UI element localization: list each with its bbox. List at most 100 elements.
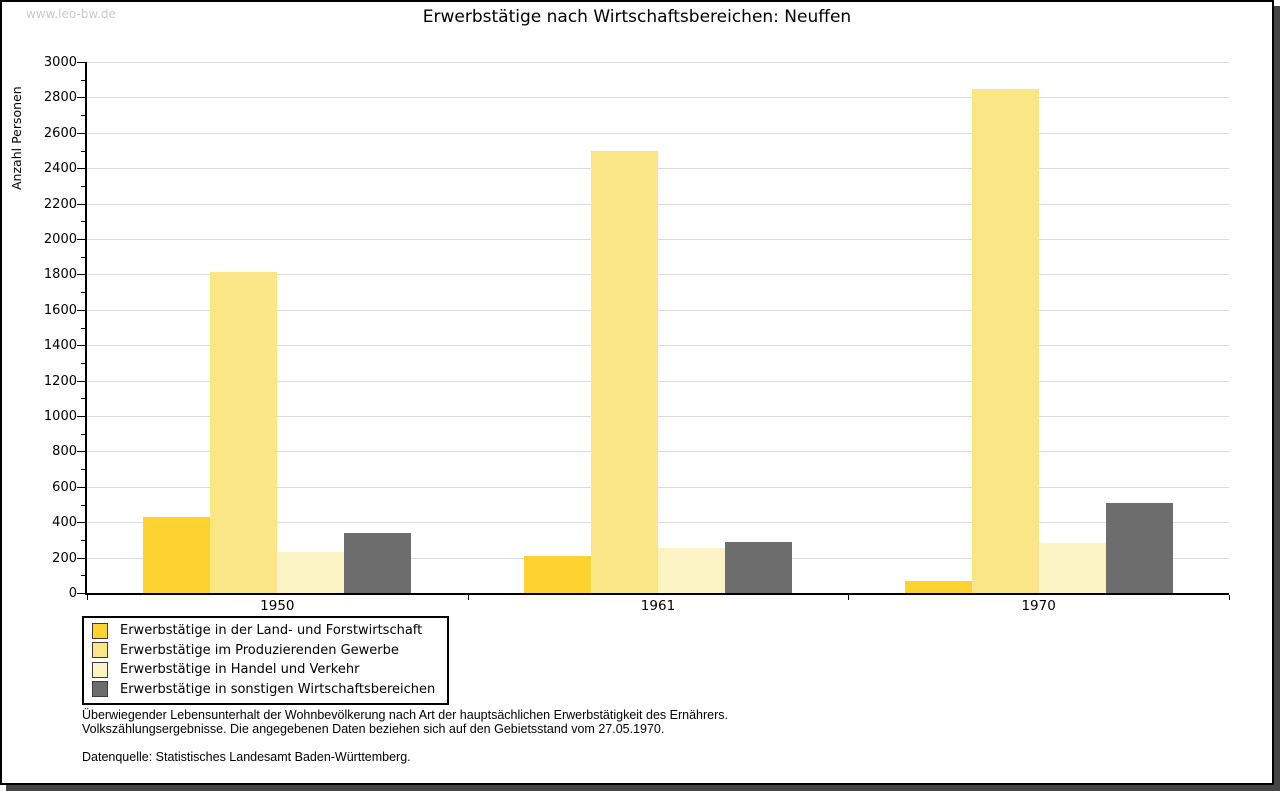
y-tick-major bbox=[77, 486, 85, 488]
watermark: www.leo-bw.de bbox=[26, 7, 116, 21]
data-source: Datenquelle: Statistisches Landesamt Bad… bbox=[82, 750, 411, 764]
bar bbox=[657, 547, 725, 593]
x-axis-line bbox=[85, 593, 1229, 595]
y-tick-label: 800 bbox=[52, 444, 77, 460]
y-tick-major bbox=[77, 274, 85, 276]
y-tick-minor bbox=[81, 469, 85, 471]
bar bbox=[210, 271, 278, 593]
bar-group bbox=[87, 62, 468, 593]
y-tick-label: 600 bbox=[52, 479, 77, 495]
y-tick-major bbox=[77, 557, 85, 559]
gridline bbox=[87, 416, 1229, 417]
chart-title: Erwerbstätige nach Wirtschaftsbereichen:… bbox=[422, 7, 852, 27]
y-tick-label: 0 bbox=[68, 586, 77, 601]
y-tick-major bbox=[77, 132, 85, 134]
gridline bbox=[87, 168, 1229, 170]
y-tick-major bbox=[77, 380, 85, 382]
y-tick-minor bbox=[81, 504, 85, 506]
x-tick bbox=[1229, 595, 1230, 600]
x-tick bbox=[467, 595, 469, 600]
x-tick bbox=[87, 595, 88, 600]
y-tick-minor bbox=[81, 398, 85, 400]
gridline bbox=[87, 522, 1229, 524]
y-tick-minor bbox=[81, 433, 85, 435]
bar bbox=[971, 88, 1039, 593]
y-tick-major bbox=[77, 62, 85, 63]
y-tick-label: 2200 bbox=[43, 196, 77, 212]
bar bbox=[523, 555, 591, 593]
plot-area: 0 200 400 600 800 1000 1200 1400 1600 1800 2000 220… bbox=[44, 55, 1230, 601]
y-tick-minor bbox=[81, 221, 85, 223]
y-axis-line bbox=[85, 62, 87, 595]
legend-item: Erwerbstätige in der Land- und Forstwirt… bbox=[84, 621, 447, 641]
y-tick-minor bbox=[81, 575, 85, 577]
y-tick-minor bbox=[81, 79, 85, 81]
bar bbox=[1038, 542, 1106, 593]
x-axis-label: 1970 bbox=[1021, 598, 1056, 614]
y-tick-minor bbox=[81, 362, 85, 364]
legend-item: Erwerbstätige in Handel und Verkehr bbox=[84, 660, 447, 680]
y-tick-label: 200 bbox=[52, 550, 77, 566]
y-tick-major bbox=[77, 522, 85, 524]
bar bbox=[1105, 502, 1173, 593]
gridline bbox=[87, 62, 1229, 63]
y-tick-label: 2000 bbox=[43, 232, 77, 247]
y-tick-label: 1800 bbox=[43, 267, 77, 283]
gridline bbox=[87, 97, 1229, 99]
gridline bbox=[87, 309, 1229, 311]
gridline bbox=[87, 380, 1229, 382]
gridline bbox=[87, 203, 1229, 205]
y-tick-major bbox=[77, 451, 85, 453]
legend-label: Erwerbstätige in Handel und Verkehr bbox=[120, 662, 360, 678]
y-tick-label: 2600 bbox=[43, 125, 77, 141]
y-tick-label: 3000 bbox=[43, 55, 77, 70]
legend-item: Erwerbstätige in sonstigen Wirtschaftsbe… bbox=[84, 680, 447, 700]
y-tick-minor bbox=[81, 292, 85, 294]
legend-label: Erwerbstätige in sonstigen Wirtschaftsbe… bbox=[120, 681, 436, 697]
legend-label: Erwerbstätige im Produzierenden Gewerbe bbox=[120, 642, 399, 658]
bar bbox=[344, 532, 412, 593]
footnote-line-1: Überwiegender Lebensunterhalt der Wohnbe… bbox=[82, 708, 728, 722]
y-tick-major bbox=[77, 309, 85, 311]
bar bbox=[590, 150, 658, 593]
legend-swatch bbox=[92, 622, 108, 639]
y-tick-major bbox=[77, 239, 85, 240]
legend-label: Erwerbstätige in der Land- und Forstwirt… bbox=[120, 623, 423, 639]
y-tick-minor bbox=[81, 327, 85, 329]
legend-swatch bbox=[92, 661, 108, 678]
x-axis-label: 1950 bbox=[260, 598, 295, 614]
y-tick-label: 1400 bbox=[43, 338, 77, 354]
gridline bbox=[87, 274, 1229, 276]
footnote-line-2: Volkszählungsergebnisse. Die angegebenen… bbox=[82, 721, 665, 736]
y-tick-minor bbox=[81, 150, 85, 152]
footnote: Überwiegender Lebensunterhalt der Wohnbe… bbox=[82, 708, 728, 736]
bar bbox=[724, 541, 792, 593]
y-tick-label: 1000 bbox=[43, 409, 77, 424]
bar bbox=[143, 516, 211, 593]
y-tick-label: 1200 bbox=[43, 373, 77, 389]
y-tick-major bbox=[77, 97, 85, 99]
legend-swatch bbox=[92, 642, 108, 659]
gridline bbox=[87, 451, 1229, 453]
x-tick bbox=[848, 595, 850, 600]
bar bbox=[277, 552, 345, 593]
bar-group bbox=[468, 62, 849, 593]
y-tick-label: 400 bbox=[52, 515, 77, 531]
y-tick-minor bbox=[81, 539, 85, 541]
bar bbox=[904, 580, 972, 593]
bar-group bbox=[848, 62, 1229, 593]
y-tick-major bbox=[77, 416, 85, 417]
y-tick-major bbox=[77, 203, 85, 205]
gridline bbox=[87, 486, 1229, 488]
gridline bbox=[87, 132, 1229, 134]
legend-swatch bbox=[92, 681, 108, 698]
gridline bbox=[87, 239, 1229, 240]
y-tick-minor bbox=[81, 185, 85, 187]
x-axis-label: 1961 bbox=[640, 598, 676, 614]
y-tick-minor bbox=[81, 256, 85, 258]
y-tick-major bbox=[77, 345, 85, 347]
y-tick-minor bbox=[81, 115, 85, 117]
legend: Erwerbstätige in der Land- und Forstwirt… bbox=[82, 616, 449, 705]
y-tick-label: 2800 bbox=[43, 90, 77, 106]
gridline bbox=[87, 345, 1229, 347]
